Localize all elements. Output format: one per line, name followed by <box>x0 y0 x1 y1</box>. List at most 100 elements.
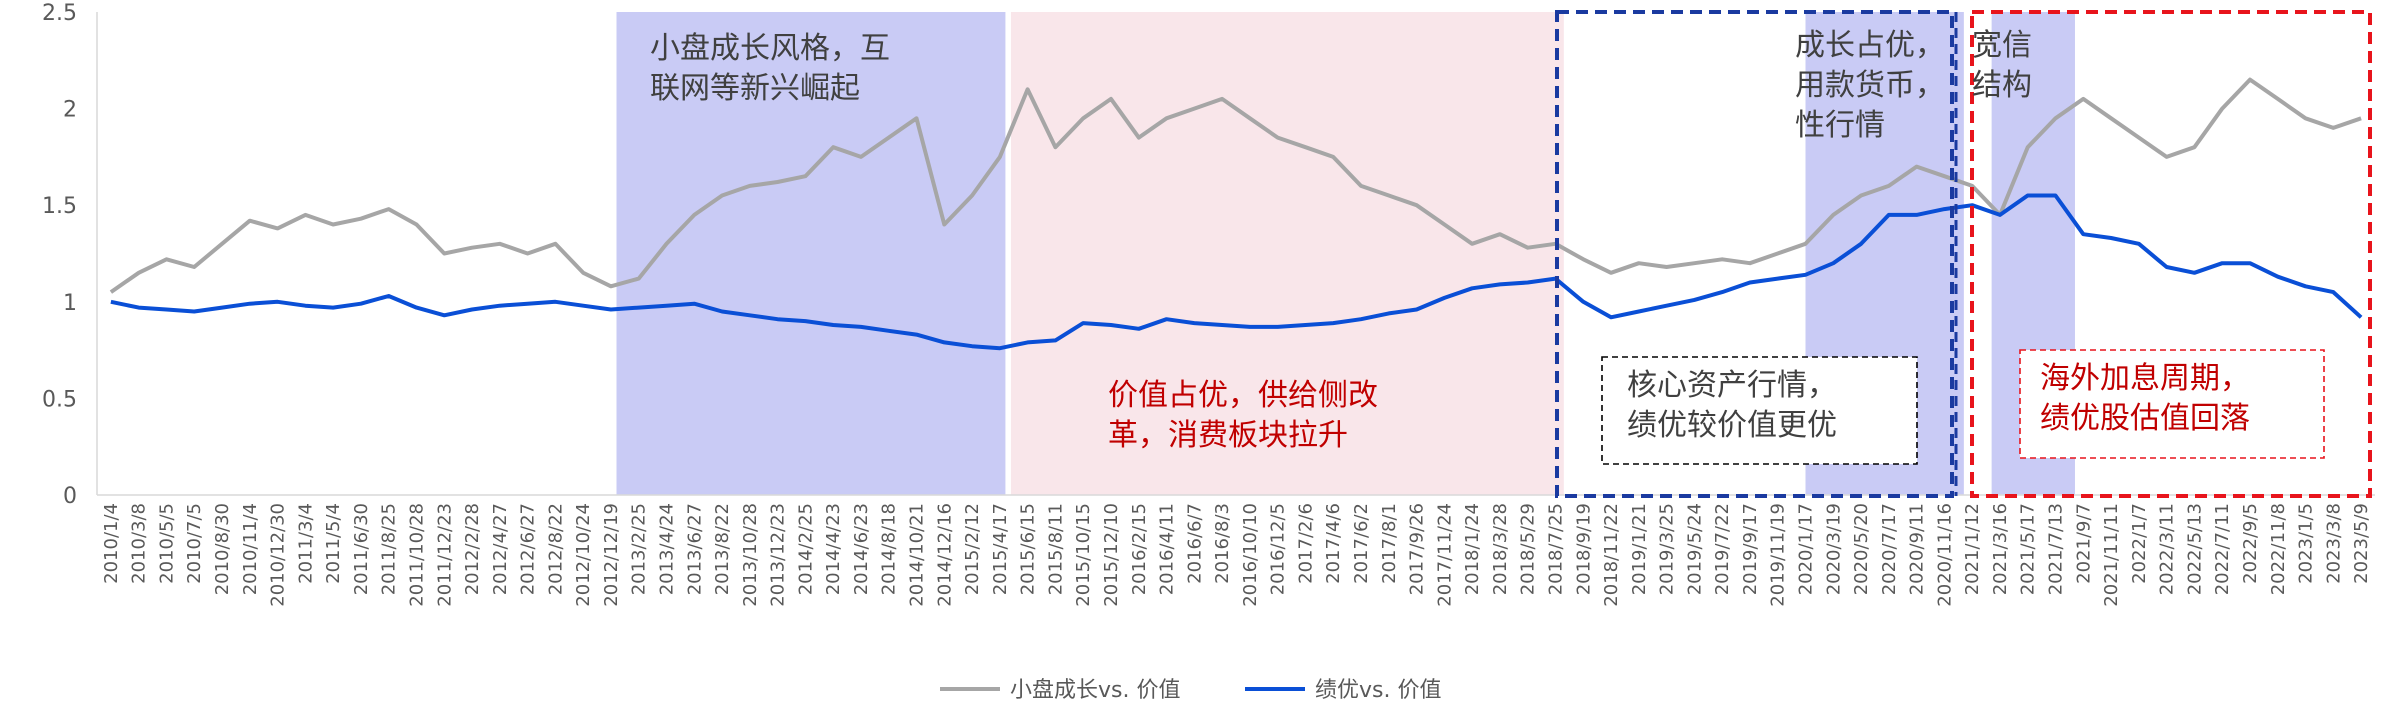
x-tick-label: 2013/4/24 <box>657 503 678 595</box>
annotation-broad-credit: 宽信结构 <box>1972 28 2032 103</box>
x-tick-label: 2020/1/17 <box>1796 503 1817 595</box>
x-tick-label: 2015/2/12 <box>962 503 983 595</box>
legend-label-1: 小盘成长vs. 价值 <box>1010 678 1180 703</box>
highlight-band-2 <box>1010 12 1564 495</box>
annotation-line: 革，消费板块拉升 <box>1108 418 1348 453</box>
x-tick-label: 2016/12/5 <box>1268 503 1289 595</box>
x-tick-label: 2021/11/11 <box>2101 503 2122 607</box>
x-tick-label: 2011/3/4 <box>295 503 316 584</box>
x-tick-label: 2013/12/23 <box>768 503 789 607</box>
x-tick-label: 2012/12/19 <box>601 503 622 607</box>
x-tick-label: 2011/10/28 <box>406 503 427 607</box>
x-tick-label: 2012/8/22 <box>545 503 566 595</box>
x-tick-label: 2022/9/5 <box>2240 503 2261 584</box>
highlight-band-1 <box>616 12 1006 495</box>
y-tick-label: 0 <box>63 484 77 509</box>
legend-label-2: 绩优vs. 价值 <box>1315 678 1441 703</box>
x-tick-label: 2021/3/16 <box>1990 503 2011 595</box>
x-tick-label: 2021/9/7 <box>2073 503 2094 584</box>
rate-hike-annotation-box <box>2019 349 2325 459</box>
x-tick-label: 2012/2/28 <box>462 503 483 595</box>
x-tick-label: 2020/5/20 <box>1851 503 1872 595</box>
x-tick-label: 2018/5/29 <box>1518 503 1539 595</box>
x-tick-label: 2012/6/27 <box>518 503 539 595</box>
annotation-line: 小盘成长风格，互 <box>650 31 890 66</box>
x-tick-label: 2017/11/24 <box>1434 503 1455 607</box>
annotation-line: 性行情 <box>1795 108 1885 143</box>
x-tick-label: 2010/7/5 <box>184 503 205 584</box>
annotation-line: 绩优较价值更优 <box>1627 408 1837 443</box>
x-tick-label: 2019/11/19 <box>1768 503 1789 607</box>
series-line-2 <box>110 193 2363 351</box>
annotation-line: 成长占优， <box>1795 28 1945 63</box>
x-tick-label: 2011/6/30 <box>351 503 372 595</box>
x-tick-label: 2017/4/6 <box>1323 503 1344 584</box>
x-tick-label: 2010/11/4 <box>240 503 261 595</box>
x-tick-label: 2020/7/17 <box>1879 503 1900 595</box>
y-axis-ticks: 0 0.5 1 1.5 2 2.5 <box>42 1 77 509</box>
x-tick-label: 2015/4/17 <box>990 503 1011 595</box>
x-tick-label: 2010/3/8 <box>129 503 150 584</box>
annotation-line: 宽信 <box>1972 28 2032 63</box>
x-tick-label: 2013/6/27 <box>684 503 705 595</box>
x-tick-label: 2017/2/6 <box>1295 503 1316 584</box>
x-tick-label: 2022/11/8 <box>2268 503 2289 595</box>
x-tick-label: 2010/1/4 <box>101 503 122 584</box>
annotation-line: 绩优股估值回落 <box>2040 401 2250 436</box>
x-tick-label: 2019/7/22 <box>1712 503 1733 595</box>
x-tick-label: 2010/5/5 <box>156 503 177 584</box>
x-tick-label: 2021/1/12 <box>1962 503 1983 595</box>
x-tick-label: 2022/3/11 <box>2157 503 2178 595</box>
x-tick-label: 2017/9/26 <box>1407 503 1428 595</box>
series-line-1 <box>109 77 2362 294</box>
x-tick-label: 2014/10/21 <box>907 503 928 607</box>
legend: 小盘成长vs. 价值 绩优vs. 价值 <box>940 678 1441 703</box>
x-tick-label: 2014/2/25 <box>795 503 816 595</box>
x-tick-label: 2016/10/10 <box>1240 503 1261 607</box>
y-tick-label: 2 <box>63 98 77 123</box>
x-tick-label: 2018/1/24 <box>1462 503 1483 595</box>
x-tick-label: 2014/8/18 <box>879 503 900 595</box>
x-tick-label: 2023/5/9 <box>2351 503 2372 584</box>
x-tick-label: 2022/5/13 <box>2184 503 2205 595</box>
annotation-small-cap-growth: 小盘成长风格，互联网等新兴崛起 <box>650 31 890 106</box>
x-tick-label: 2019/1/21 <box>1629 503 1650 595</box>
series-lines <box>109 77 2363 351</box>
annotation-line: 海外加息周期， <box>2040 361 2250 396</box>
x-tick-label: 2017/6/2 <box>1351 503 1372 584</box>
annotation-core-assets: 核心资产行情， 绩优较价值更优 <box>1627 368 1837 443</box>
x-tick-label: 2018/3/28 <box>1490 503 1511 595</box>
y-tick-label: 0.5 <box>42 387 77 412</box>
x-tick-label: 2023/1/5 <box>2296 503 2317 584</box>
x-tick-label: 2012/10/24 <box>573 503 594 607</box>
x-tick-label: 2021/5/17 <box>2018 503 2039 595</box>
x-tick-label: 2020/11/16 <box>1934 503 1955 607</box>
y-tick-label: 1 <box>63 291 77 316</box>
rate-hike-period-frame <box>1970 10 2372 498</box>
highlight-bands <box>616 12 2075 495</box>
annotation-rate-hike: 海外加息周期， 绩优股估值回落 <box>2040 361 2250 436</box>
x-tick-label: 2013/8/22 <box>712 503 733 595</box>
annotation-line: 结构 <box>1972 68 2032 103</box>
y-tick-label: 2.5 <box>42 1 77 26</box>
annotation-growth-dominance: 成长占优， 用款货币， 性行情 <box>1795 28 1945 143</box>
x-tick-label: 2018/7/25 <box>1545 503 1566 595</box>
annotation-line: 价值占优，供给侧改 <box>1108 378 1378 413</box>
x-tick-label: 2021/7/13 <box>2046 503 2067 595</box>
x-tick-label: 2013/2/25 <box>629 503 650 595</box>
x-tick-label: 2016/8/3 <box>1212 503 1233 584</box>
annotation-boxes <box>1555 10 2372 498</box>
x-tick-label: 2019/9/17 <box>1740 503 1761 595</box>
x-tick-label: 2023/3/8 <box>2323 503 2344 584</box>
x-tick-label: 2010/8/30 <box>212 503 233 595</box>
y-tick-label: 1.5 <box>42 194 77 219</box>
x-tick-label: 2018/9/19 <box>1573 503 1594 595</box>
core-asset-period-frame <box>1555 10 1954 498</box>
x-tick-label: 2012/4/27 <box>490 503 511 595</box>
x-tick-label: 2019/3/25 <box>1657 503 1678 595</box>
x-tick-label: 2014/6/23 <box>851 503 872 595</box>
x-tick-label: 2022/1/7 <box>2129 503 2150 584</box>
